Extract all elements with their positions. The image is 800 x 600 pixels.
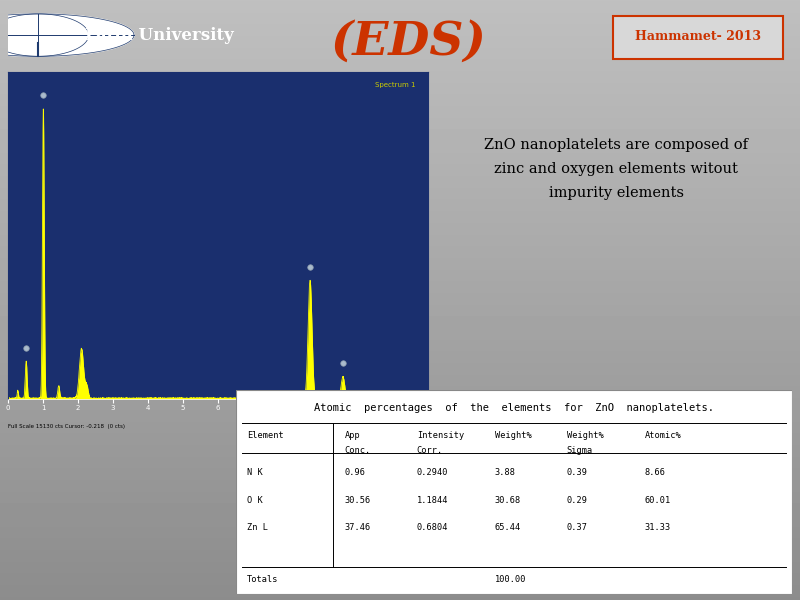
Text: Corr.: Corr. bbox=[417, 446, 443, 455]
FancyBboxPatch shape bbox=[614, 16, 782, 59]
Text: keV: keV bbox=[414, 424, 428, 433]
Text: 1.1844: 1.1844 bbox=[417, 496, 448, 505]
Text: (EDS): (EDS) bbox=[330, 19, 486, 65]
Text: 60.01: 60.01 bbox=[645, 496, 671, 505]
Text: O K: O K bbox=[247, 496, 263, 505]
Text: Conc.: Conc. bbox=[345, 446, 370, 455]
Text: 37.46: 37.46 bbox=[345, 523, 370, 532]
Text: 8.66: 8.66 bbox=[645, 468, 666, 477]
Text: Sigma: Sigma bbox=[567, 446, 593, 455]
Text: 30.56: 30.56 bbox=[345, 496, 370, 505]
Text: 65.44: 65.44 bbox=[494, 523, 521, 532]
Text: App: App bbox=[345, 431, 360, 440]
Text: 0.37: 0.37 bbox=[567, 523, 588, 532]
Text: Atomic  percentages  of  the  elements  for  ZnO  nanoplatelets.: Atomic percentages of the elements for Z… bbox=[314, 403, 714, 413]
Text: 30.68: 30.68 bbox=[494, 496, 521, 505]
Text: Intensity: Intensity bbox=[417, 431, 464, 440]
Text: Element: Element bbox=[247, 431, 284, 440]
Text: N K: N K bbox=[247, 468, 263, 477]
Text: Spectrum 1: Spectrum 1 bbox=[375, 82, 415, 88]
Text: Totals: Totals bbox=[247, 575, 278, 584]
Text: 0.96: 0.96 bbox=[345, 468, 366, 477]
Text: 31.33: 31.33 bbox=[645, 523, 671, 532]
Text: 0.2940: 0.2940 bbox=[417, 468, 448, 477]
Text: 0.39: 0.39 bbox=[567, 468, 588, 477]
Text: Fatih University: Fatih University bbox=[85, 26, 234, 44]
Text: 0.29: 0.29 bbox=[567, 496, 588, 505]
Text: Full Scale 15130 cts Cursor: -0.218  (0 cts): Full Scale 15130 cts Cursor: -0.218 (0 c… bbox=[8, 424, 125, 428]
Circle shape bbox=[0, 14, 134, 56]
Text: Hammamet- 2013: Hammamet- 2013 bbox=[635, 30, 761, 43]
Text: 100.00: 100.00 bbox=[494, 575, 526, 584]
Text: 0.6804: 0.6804 bbox=[417, 523, 448, 532]
Text: ZnO nanoplatelets are composed of
zinc and oxygen elements witout
impurity eleme: ZnO nanoplatelets are composed of zinc a… bbox=[484, 138, 748, 200]
Text: Weight%: Weight% bbox=[494, 431, 531, 440]
Text: Atomic%: Atomic% bbox=[645, 431, 682, 440]
Text: Zn L: Zn L bbox=[247, 523, 268, 532]
Text: Weight%: Weight% bbox=[567, 431, 603, 440]
Text: 3.88: 3.88 bbox=[494, 468, 515, 477]
